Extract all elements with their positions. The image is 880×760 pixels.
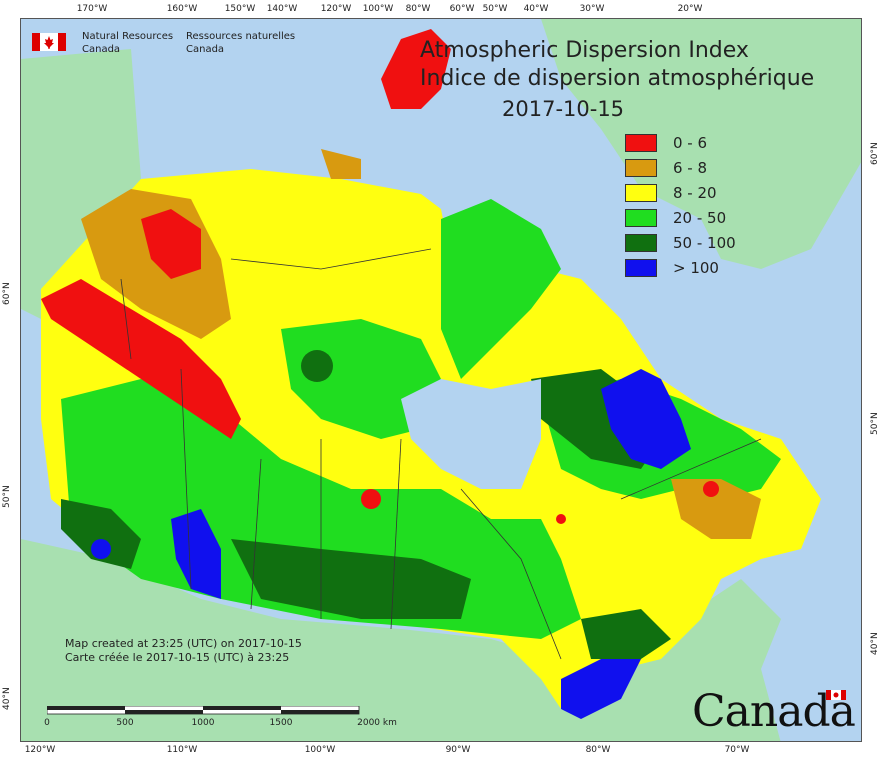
zone-0-6-north-yukon <box>141 209 201 279</box>
scale-bar-graphic <box>47 706 360 715</box>
zone-0-6-yukon <box>41 279 241 439</box>
dispersion-map <box>21 19 861 741</box>
tick-top-label: 40°W <box>523 4 549 14</box>
alaska-landmass <box>21 49 141 319</box>
legend-swatch <box>625 159 657 177</box>
title-en: Atmospheric Dispersion Index <box>420 38 749 63</box>
hudson-bay <box>401 379 541 489</box>
tick-bottom-label: 90°W <box>445 745 471 755</box>
tick-top-label: 50°W <box>482 4 508 14</box>
tick-bottom-label: 70°W <box>724 745 750 755</box>
boundaries <box>120 248 762 660</box>
creation-note-en: Map created at 23:25 (UTC) on 2017-10-15 <box>65 637 302 650</box>
zone-50-100-spot <box>301 350 333 382</box>
tick-top-label: 20°W <box>677 4 703 14</box>
zone-over-100-ontario <box>561 659 641 719</box>
zone-50-100-ontario <box>581 609 671 659</box>
zone-20-50-east <box>441 199 561 379</box>
tick-top-label: 60°W <box>449 4 475 14</box>
legend-label: 0 - 6 <box>673 134 708 152</box>
tick-right-label: 60°N <box>870 142 880 165</box>
zone-6-8-nb <box>671 479 761 539</box>
legend-label: > 100 <box>673 259 719 277</box>
zone-50-100-prairie <box>231 539 471 619</box>
tick-left-label: 40°N <box>2 687 12 710</box>
legend-label: 50 - 100 <box>673 234 736 252</box>
zone-20-50-central <box>281 319 441 439</box>
tick-bottom-label: 120°W <box>24 745 56 755</box>
scale-label: 1000 <box>191 718 215 728</box>
tick-left-label: 50°N <box>2 485 12 508</box>
legend-label: 20 - 50 <box>673 209 727 227</box>
scale-bar: 0 500 1000 1500 2000 km <box>44 706 397 728</box>
scale-label: 1500 <box>269 718 293 728</box>
tick-top-label: 160°W <box>166 4 198 14</box>
tick-top-label: 150°W <box>224 4 256 14</box>
tick-top-label: 170°W <box>76 4 108 14</box>
zone-0-6-ontario <box>556 514 566 524</box>
legend-label: 6 - 8 <box>673 159 708 177</box>
tick-bottom-label: 80°W <box>585 745 611 755</box>
legend-swatch <box>625 259 657 277</box>
legend-label: 8 - 20 <box>673 184 717 202</box>
creation-note-fr: Carte créée le 2017-10-15 (UTC) à 23:25 <box>65 651 290 664</box>
tick-left-label: 60°N <box>2 282 12 305</box>
map-date: 2017-10-15 <box>502 97 625 121</box>
legend-swatch <box>625 209 657 227</box>
zone-0-6-quebec <box>703 481 719 497</box>
zone-50-100-bc <box>61 499 141 569</box>
tick-bottom-label: 110°W <box>166 745 198 755</box>
tick-top-label: 30°W <box>579 4 605 14</box>
canada-flag-icon <box>32 33 66 51</box>
zone-6-8-arctic <box>321 149 361 179</box>
zone-0-6-ellesmere <box>381 29 451 109</box>
map-canvas <box>20 18 862 742</box>
tick-top-label: 80°W <box>405 4 431 14</box>
tick-top-label: 140°W <box>266 4 298 14</box>
tick-right-label: 50°N <box>870 412 880 435</box>
tick-top-label: 120°W <box>320 4 352 14</box>
scale-label: 2000 km <box>357 718 397 728</box>
zone-over-100-bc <box>171 509 221 599</box>
legend-swatch <box>625 234 657 252</box>
creation-note: Map created at 23:25 (UTC) on 2017-10-15… <box>65 637 302 665</box>
tick-right-label: 40°N <box>870 632 880 655</box>
agency-name-fr: Ressources naturelles Canada <box>186 31 296 55</box>
agency-name-en: Natural Resources Canada <box>82 31 174 55</box>
greenland-landmass <box>541 19 861 269</box>
legend-swatch <box>625 134 657 152</box>
legend-swatch <box>625 184 657 202</box>
wordmark-flag-icon <box>826 690 846 700</box>
tick-top-label: 100°W <box>362 4 394 14</box>
scale-label: 0 <box>44 718 50 728</box>
title-fr: Indice de dispersion atmosphérique <box>420 66 815 91</box>
zone-over-100-labrador <box>601 369 691 469</box>
zone-over-100-spot <box>91 539 111 559</box>
scale-label: 500 <box>116 718 134 728</box>
zone-0-6-sask <box>361 489 381 509</box>
tick-bottom-label: 100°W <box>304 745 336 755</box>
